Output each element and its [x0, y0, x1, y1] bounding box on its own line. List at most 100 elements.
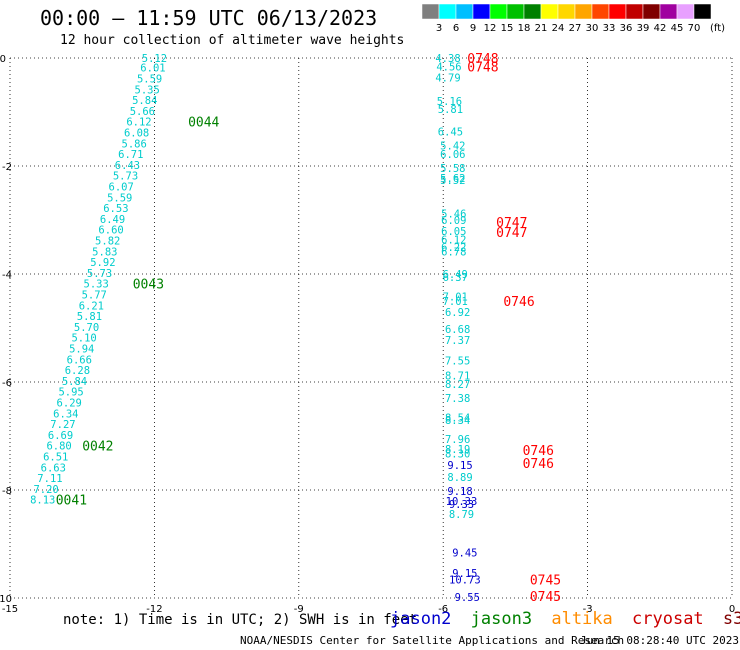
swh-data-label: 6.08	[124, 128, 149, 140]
colorbar-tick-label: 6	[453, 23, 459, 34]
swh-data-label: 5.81	[77, 311, 102, 323]
satellite-legend: jason2 jason3 altika cryosat s3a	[390, 609, 740, 629]
swh-data-label: 6.37	[443, 272, 468, 284]
colorbar-tick-label: 24	[552, 23, 565, 34]
swh-data-label: 5.77	[82, 290, 107, 302]
swh-data-label: 7.38	[445, 393, 470, 405]
swh-data-label: 6.60	[98, 225, 123, 237]
swh-data-label: 8.71	[445, 371, 470, 383]
swh-data-label: 5.12	[142, 53, 167, 65]
swh-data-label: 8.27	[445, 379, 470, 391]
swh-data-label: 9.15	[447, 460, 472, 472]
swh-data-label: 7.01	[443, 292, 468, 304]
swh-data-label: 6.69	[48, 430, 73, 442]
swh-data-label: 5.59	[137, 74, 162, 86]
credit-line: NOAA/NESDIS Center for Satellite Applica…	[240, 634, 625, 647]
colorbar-tick-label: 9	[470, 23, 476, 34]
swh-data-label: 9.45	[452, 548, 477, 560]
swh-data-label: 7.55	[445, 355, 470, 367]
colorbar-tick-label: 12	[484, 23, 497, 34]
swh-data-label: 9.33	[449, 499, 474, 511]
swh-data-label: 6.80	[46, 441, 71, 453]
track-time-label: 0746	[523, 444, 554, 459]
track-time-label: 0745	[530, 590, 561, 605]
swh-data-label: 5.35	[135, 84, 160, 96]
y-tick-label: -6	[2, 378, 12, 389]
x-tick-label: -9	[294, 604, 304, 612]
track-time-label: 0745	[530, 574, 561, 589]
swh-data-label: 6.21	[79, 300, 104, 312]
footnote: note: 1) Time is in UTC; 2) SWH is in fe…	[63, 612, 418, 628]
swh-data-label: 5.84	[62, 376, 87, 388]
track-time-label: 0042	[82, 440, 113, 455]
track-time-label: 0747	[496, 216, 527, 231]
swh-data-label: 6.51	[43, 452, 68, 464]
swh-data-label: 6.92	[445, 307, 470, 319]
swh-data-label: 8.54	[445, 413, 470, 425]
swh-data-label: 5.81	[438, 104, 463, 116]
x-tick-label: 0	[729, 604, 735, 612]
swh-data-label: 6.49	[100, 214, 125, 226]
track-time-label: 0041	[56, 494, 87, 509]
swh-data-label: 10.73	[449, 575, 481, 587]
swh-data-label: 5.92	[90, 257, 115, 269]
colorbar-tick-label: 36	[620, 23, 633, 34]
swh-data-label: 7.20	[33, 484, 58, 496]
x-tick-label: -15	[2, 604, 18, 612]
swh-data-label: 5.66	[130, 106, 155, 118]
colorbar-swatch	[693, 4, 712, 20]
swh-data-label: 9.18	[447, 486, 472, 498]
y-tick-label: -2	[2, 162, 12, 173]
legend-jason2: jason2	[390, 609, 452, 629]
legend-cryosat: cryosat	[632, 609, 704, 629]
swh-data-label: 6.71	[118, 149, 143, 161]
swh-data-label: 7.96	[445, 434, 470, 446]
swh-data-label: 5.82	[95, 236, 120, 248]
swh-data-label: 5.52	[440, 175, 465, 187]
swh-data-label: 5.10	[71, 333, 96, 345]
colorbar-tick-label: 18	[518, 23, 531, 34]
swh-data-label: 6.01	[140, 63, 165, 75]
colorbar-tick-label: 27	[569, 23, 582, 34]
swh-data-label: 7.37	[445, 335, 470, 347]
swh-data-label: 7.27	[50, 419, 75, 431]
legend-jason3: jason3	[470, 609, 533, 629]
swh-data-label: 6.29	[57, 398, 82, 410]
swh-data-label: 8.79	[449, 509, 474, 521]
legend-altika: altika	[551, 609, 613, 629]
swh-data-label: 6.09	[441, 215, 466, 227]
colorbar: 3 6 9 12 15 18 21 24 27 30 33 36 39 42 45 70 (ft)	[422, 4, 725, 34]
track-time-label: 0747	[496, 226, 527, 241]
swh-data-label: 4.56	[436, 62, 461, 74]
colorbar-tick-label: 33	[603, 23, 616, 34]
x-tick-label: -12	[146, 604, 162, 612]
colorbar-tick-label: 15	[501, 23, 514, 34]
swh-data-label: 6.66	[67, 354, 92, 366]
swh-data-label: 10.33	[446, 496, 478, 508]
swh-data-label: 9.15	[452, 568, 477, 580]
swh-data-label: 6.34	[53, 408, 78, 420]
swh-data-label: 5.16	[437, 96, 462, 108]
swh-data-label: 7.01	[443, 296, 468, 308]
y-tick-label: -10	[0, 594, 12, 605]
swh-data-label: 5.83	[92, 246, 117, 258]
track-time-label: 0748	[467, 52, 498, 67]
swh-data-label: 5.42	[440, 140, 465, 152]
swh-data-label: 5.58	[440, 163, 465, 175]
swh-data-label: 6.68	[445, 324, 470, 336]
update-timestamp: Jun 15 08:28:40 UTC 2023	[580, 634, 739, 647]
swh-data-label: 4.79	[435, 72, 460, 84]
colorbar-tick-label: 30	[586, 23, 599, 34]
swh-data-label: 4.38	[435, 53, 460, 65]
track-time-label: 0043	[133, 278, 164, 293]
colorbar-tick-label: 3	[436, 23, 442, 34]
plot-area: -15-12-9-6-300-2-4-6-8-105.126.015.595.3…	[0, 52, 735, 612]
swh-data-label: 8.30	[445, 448, 470, 460]
swh-data-label: 5.86	[122, 138, 147, 150]
track-time-label: 0746	[503, 295, 534, 310]
swh-data-label: 6.28	[65, 365, 90, 377]
swh-data-label: 6.22	[441, 242, 466, 254]
swh-data-label: 5.84	[132, 95, 157, 107]
swh-data-label: 5.73	[87, 268, 112, 280]
swh-data-label: 8.19	[445, 444, 470, 456]
